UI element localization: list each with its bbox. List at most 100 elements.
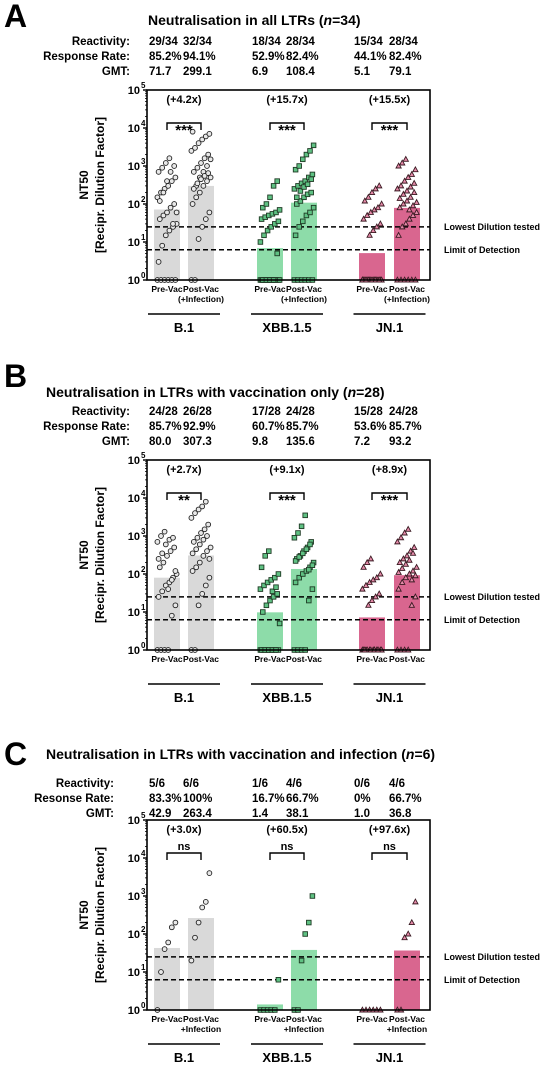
data-point-circle: [196, 559, 203, 566]
data-point-circle: [165, 939, 172, 946]
data-point-circle: [207, 174, 214, 181]
stat-value: 26/28: [183, 406, 212, 418]
y-axis-label: [Recipr. Dilution Factor]: [93, 487, 107, 623]
significance-bracket: [166, 852, 202, 860]
y-axis-label: NT50: [77, 540, 91, 570]
data-point-circle: [199, 136, 206, 143]
fold-change-label: (+8.9x): [372, 464, 407, 476]
data-point-triangle: [401, 177, 408, 184]
data-point-circle: [164, 209, 170, 216]
significance-bracket: [371, 492, 408, 500]
y-tick-label: 10: [128, 607, 140, 619]
data-point-square: [261, 582, 267, 589]
significance-label: ***: [175, 122, 193, 139]
data-point-square: [264, 227, 271, 234]
data-point-square: [301, 194, 307, 201]
data-point-circle: [202, 498, 209, 505]
stat-value: 5/6: [149, 778, 165, 790]
data-point-circle: [204, 163, 210, 169]
data-point-square: [298, 523, 305, 530]
data-point-circle: [207, 544, 214, 551]
gmt-bar: [359, 253, 385, 280]
data-point-triangle: [369, 226, 377, 234]
significance-label: ***: [278, 492, 296, 509]
x-category-label: Post-Vac: [183, 654, 219, 664]
y-tick-label: 10: [128, 929, 140, 941]
data-point-circle: [206, 209, 213, 216]
data-point-triangle: [406, 556, 413, 563]
stat-value: 6/6: [183, 778, 199, 790]
data-point-circle: [167, 548, 174, 554]
group-label: B.1: [174, 320, 194, 335]
fold-change-label: (+15.7x): [266, 94, 308, 106]
data-point-triangle: [365, 601, 372, 608]
data-point-triangle: [363, 211, 371, 218]
data-point-triangle: [377, 220, 384, 227]
significance-label: ***: [278, 122, 296, 139]
data-point-square: [260, 204, 266, 211]
data-point-circle: [160, 559, 167, 566]
data-point-circle: [172, 568, 179, 574]
data-point-circle: [194, 180, 201, 187]
data-point-triangle: [395, 231, 402, 238]
data-point-triangle: [359, 585, 366, 592]
data-point-circle: [171, 201, 178, 207]
group-label: B.1: [174, 690, 194, 705]
data-point-square: [307, 541, 313, 548]
data-point-circle: [168, 577, 175, 583]
x-category-label: (+Infection): [281, 294, 327, 304]
group-label: JN.1: [376, 320, 403, 335]
data-point-circle: [158, 969, 164, 975]
significance-label: **: [178, 492, 190, 509]
data-point-square: [308, 189, 314, 196]
data-point-square: [309, 586, 316, 592]
data-point-triangle: [406, 206, 413, 213]
data-point-square: [304, 181, 311, 188]
stat-value: 66.7%: [286, 793, 319, 805]
y-tick-label: 10: [128, 199, 140, 211]
data-point-triangle: [363, 558, 371, 566]
significance-label: ns: [281, 841, 294, 853]
data-point-triangle: [413, 208, 420, 215]
data-point-triangle: [410, 188, 418, 196]
y-tick-exponent: 4: [141, 849, 146, 858]
data-point-square: [310, 204, 317, 211]
data-point-circle: [162, 232, 169, 239]
data-point-triangle: [397, 533, 405, 541]
fold-change-label: (+9.1x): [269, 464, 304, 476]
fold-change-label: (+15.5x): [369, 94, 411, 106]
x-category-label: Pre-Vac: [254, 284, 285, 294]
data-point-circle: [156, 198, 163, 204]
stat-value: 28/34: [389, 36, 418, 48]
data-point-circle: [172, 174, 179, 181]
data-point-triangle: [373, 223, 381, 230]
data-point-triangle: [409, 549, 417, 556]
x-category-label: Pre-Vac: [356, 654, 387, 664]
data-point-square: [308, 176, 314, 182]
data-point-triangle: [374, 203, 382, 211]
data-point-circle: [193, 564, 200, 571]
data-point-triangle: [400, 200, 407, 207]
stat-value: 85.7%: [389, 421, 422, 433]
data-point-circle: [206, 870, 213, 876]
data-point-triangle: [403, 187, 411, 194]
data-point-square: [300, 218, 306, 225]
significance-label: ***: [381, 122, 399, 139]
data-point-circle: [188, 148, 195, 154]
data-point-triangle: [397, 182, 405, 189]
data-point-circle: [202, 899, 209, 905]
data-point-circle: [159, 164, 166, 171]
stat-value: 1.4: [252, 808, 268, 820]
data-point-triangle: [367, 555, 375, 562]
data-point-square: [306, 919, 312, 926]
data-point-triangle: [409, 567, 417, 574]
lowest-dilution-label: Lowest Dilution tested: [444, 592, 540, 602]
data-point-triangle: [402, 573, 410, 581]
x-category-label: Post-Vac: [183, 284, 219, 294]
data-point-circle: [194, 534, 201, 541]
data-point-triangle: [395, 162, 402, 169]
limit-of-detection-label: Limit of Detection: [444, 975, 520, 985]
data-point-circle: [200, 183, 207, 189]
data-point-square: [307, 209, 313, 216]
y-tick-exponent: 4: [141, 489, 146, 498]
